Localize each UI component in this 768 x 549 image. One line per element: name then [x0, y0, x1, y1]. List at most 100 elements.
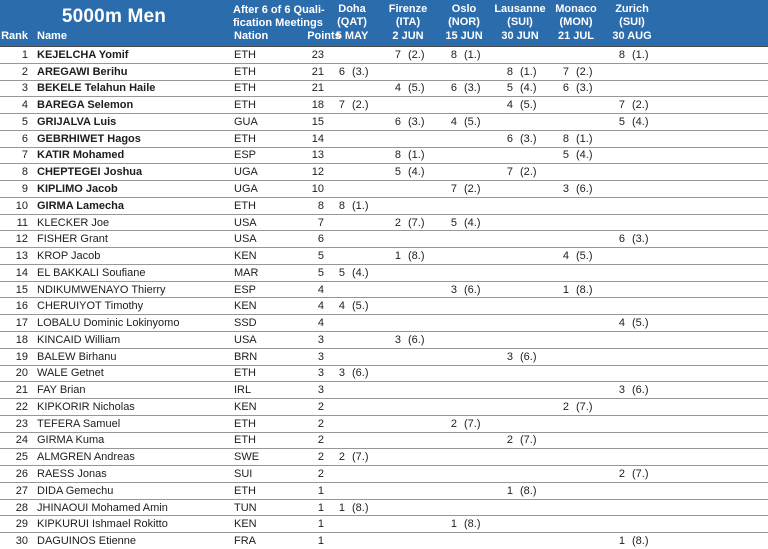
nation-cell: SUI [234, 468, 253, 481]
table-body: 1 KEJELCHA Yomif ETH 23 7 (2.) 8 (1.) 8 (1.… [0, 46, 768, 549]
name-cell: GIRMA Lamecha [37, 199, 125, 212]
meeting-column-header: Firenze (ITA) 2 JUN [380, 3, 436, 43]
meeting-city: Lausanne [494, 3, 546, 15]
result-place: (2.) [408, 48, 425, 61]
nation-cell: KEN [234, 518, 257, 531]
result-place: (6.) [632, 384, 649, 397]
result-place: (6.) [576, 183, 593, 195]
qualification-note: After 6 of 6 Quali- fication Meetings [233, 4, 325, 30]
result-place: (4.) [464, 216, 481, 229]
table-row: 30 DAGUINOS Etienne FRA 1 1 (8.) [0, 533, 768, 549]
result-cell: 3 (6.) [380, 334, 436, 346]
result-cell: 3 (6.) [604, 384, 660, 396]
result-cell: 4 (5.) [380, 82, 436, 94]
result-place: (5.) [576, 250, 593, 263]
name-cell: CHEPTEGEI Joshua [37, 166, 143, 179]
result-score: 1 [506, 484, 513, 497]
points-cell: 5 [317, 250, 324, 263]
result-place: (2.) [576, 65, 593, 78]
name-cell: ALMGREN Andreas [37, 451, 135, 464]
result-place: (8.) [576, 283, 593, 296]
result-place: (3.) [408, 115, 425, 128]
meeting-column-header: Lausanne (SUI) 30 JUN [492, 3, 548, 43]
rank-cell: 19 [15, 350, 28, 363]
points-cell: 2 [317, 400, 324, 413]
result-place: (5.) [520, 99, 537, 112]
result-score: 2 [450, 417, 457, 430]
result-score: 6 [562, 82, 569, 95]
result-cell: 6 (3.) [324, 66, 380, 78]
table-row: 15 NDIKUMWENAYO Thierry ESP 4 3 (6.) 1 (8.… [0, 282, 768, 299]
result-score: 6 [618, 233, 625, 246]
nation-cell: FRA [234, 535, 256, 548]
result-place: (8.) [632, 535, 649, 548]
result-cell: 1 (8.) [548, 284, 604, 296]
meeting-date: 5 MAY [335, 30, 369, 42]
result-place: (1.) [352, 199, 369, 212]
points-cell: 2 [317, 417, 324, 430]
result-place: (6.) [352, 367, 369, 380]
result-score: 1 [338, 501, 345, 514]
rank-cell: 26 [15, 468, 28, 481]
rank-cell: 24 [15, 434, 28, 447]
table-row: 2 AREGAWI Berihu ETH 21 6 (3.) 8 (1.) 7 (2.… [0, 64, 768, 81]
name-cell: KROP Jacob [37, 250, 101, 263]
name-cell: DAGUINOS Etienne [37, 535, 137, 548]
name-cell: AREGAWI Berihu [37, 65, 128, 78]
result-score: 6 [506, 132, 513, 145]
table-row: 21 FAY Brian IRL 3 3 (6.) [0, 382, 768, 400]
page-title: 5000m Men [61, 6, 167, 27]
points-cell: 15 [311, 115, 324, 128]
result-cell: 1 (8.) [380, 250, 436, 262]
meeting-city: Oslo [451, 3, 477, 15]
result-place: (6.) [520, 350, 537, 363]
table-row: 23 TEFERA Samuel ETH 2 2 (7.) [0, 416, 768, 433]
result-cell: 2 (7.) [324, 451, 380, 463]
rank-cell: 2 [21, 65, 28, 78]
result-score: 8 [338, 199, 345, 212]
name-cell: BALEW Birhanu [37, 350, 117, 363]
result-score: 5 [450, 216, 457, 229]
result-cell: 8 (1.) [324, 200, 380, 212]
points-cell: 18 [311, 99, 324, 112]
result-score: 3 [562, 183, 569, 195]
result-cell: 6 (3.) [604, 233, 660, 245]
result-place: (2.) [632, 99, 649, 112]
rank-cell: 28 [15, 501, 28, 514]
nation-cell: UGA [234, 166, 258, 179]
result-place: (7.) [408, 216, 425, 229]
name-cell: TEFERA Samuel [37, 417, 121, 430]
rank-cell: 12 [15, 233, 28, 246]
column-header-name: Name [37, 30, 67, 42]
result-score: 2 [618, 468, 625, 481]
result-cell: 4 (5.) [324, 300, 380, 312]
meeting-country: (ITA) [395, 16, 421, 28]
points-cell: 8 [317, 199, 324, 212]
column-header-nation: Nation [234, 30, 269, 42]
table-row: 10 GIRMA Lamecha ETH 8 8 (1.) [0, 198, 768, 215]
result-cell: 8 (1.) [380, 149, 436, 161]
result-score: 8 [506, 65, 513, 78]
table-row: 29 KIPKURUI Ishmael Rokitto KEN 1 1 (8.) [0, 516, 768, 534]
result-place: (4.) [408, 166, 425, 179]
table-row: 4 BAREGA Selemon ETH 18 7 (2.) 4 (5.) 7 (2.… [0, 97, 768, 115]
rank-cell: 23 [15, 417, 28, 430]
result-score: 7 [450, 183, 457, 195]
result-cell: 8 (1.) [548, 133, 604, 145]
table-row: 9 KIPLIMO Jacob UGA 10 7 (2.) 3 (6.) [0, 181, 768, 198]
meeting-column-header: Monaco (MON) 21 JUL [548, 3, 604, 43]
result-place: (7.) [464, 417, 481, 430]
points-cell: 1 [317, 501, 324, 514]
result-score: 8 [562, 132, 569, 145]
nation-cell: ESP [234, 283, 257, 296]
result-score: 5 [618, 115, 625, 128]
table-row: 22 KIPKORIR Nicholas KEN 2 2 (7.) [0, 399, 768, 416]
meeting-city: Doha [338, 3, 366, 15]
result-cell: 2 (7.) [604, 468, 660, 480]
result-score: 4 [618, 317, 625, 330]
rank-cell: 3 [21, 82, 28, 95]
result-cell: 7 (2.) [436, 183, 492, 195]
points-cell: 23 [311, 48, 324, 61]
result-place: (5.) [632, 317, 649, 330]
result-cell: 7 (2.) [380, 49, 436, 61]
